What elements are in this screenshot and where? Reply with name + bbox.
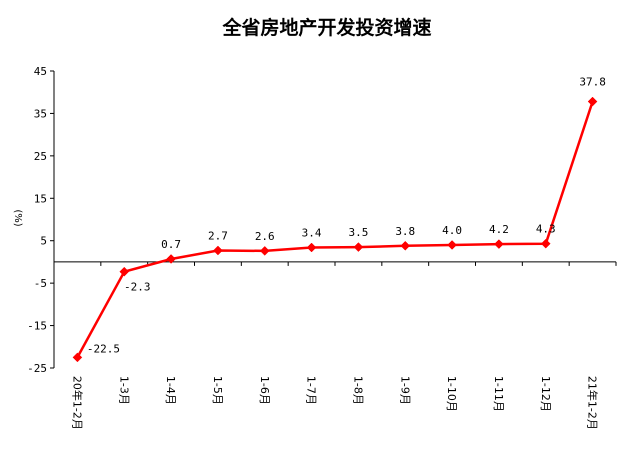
y-tick-label: 45 (34, 65, 47, 78)
y-tick-label: -15 (27, 320, 47, 333)
category-label-layer: 20年1-2月 1-3月 1-4月 1-5月 1-6月 1-7月 1-8月 1-9月 1-10月… (70, 376, 599, 430)
data-point-marker (119, 266, 130, 277)
y-tick-label: 25 (34, 150, 47, 163)
x-category-label: 1-6月 (258, 376, 271, 405)
data-point-marker (166, 254, 176, 264)
x-category-label: 1-5月 (211, 376, 224, 405)
y-tick-label: -5 (34, 277, 47, 290)
series-line (76, 101, 594, 359)
data-label-layer: -22.5 -2.3 0.7 2.7 2.6 3.4 3.5 3.8 4.0 4.2 4.3 37.8 (87, 76, 606, 356)
data-point-marker (447, 240, 457, 250)
x-category-label: 1-11月 (492, 376, 505, 412)
data-label: -22.5 (87, 342, 120, 355)
data-point-marker (259, 246, 270, 256)
data-point-marker (213, 245, 223, 256)
x-category-label: 21年1-2月 (586, 376, 600, 430)
data-label: 3.4 (302, 227, 322, 240)
x-category-label: 1-8月 (351, 376, 364, 405)
y-axis-ticks: 45 35 25 15 5 -5 -15 -25 (27, 65, 54, 375)
y-tick-label: 15 (34, 192, 47, 205)
x-category-label: 1-9月 (398, 376, 411, 405)
y-tick-label: 35 (34, 107, 47, 120)
data-point-marker (306, 242, 317, 253)
x-axis-ticks (53, 261, 617, 266)
data-label: 2.6 (255, 230, 275, 243)
data-point-marker (587, 96, 598, 107)
data-label: 37.8 (579, 76, 606, 89)
y-tick-label: 5 (40, 235, 47, 248)
x-category-label: 1-12月 (539, 376, 552, 412)
data-label: 2.7 (208, 229, 228, 242)
x-category-label: 1-3月 (117, 376, 130, 405)
data-point-marker (400, 240, 411, 251)
y-tick-label: -25 (27, 362, 47, 375)
data-label: -2.3 (124, 281, 151, 294)
x-category-label: 1-7月 (305, 376, 318, 405)
x-category-label: 1-4月 (164, 376, 177, 405)
data-label: 3.5 (348, 226, 368, 239)
data-label: 0.7 (161, 238, 181, 251)
x-category-label: 20年1-2月 (70, 376, 84, 430)
data-point-marker (540, 238, 551, 249)
x-category-label: 1-10月 (445, 376, 458, 412)
data-label: 4.0 (442, 224, 462, 237)
data-point-marker (494, 239, 504, 249)
chart-title: 全省房地产开发投资增速 (221, 16, 431, 39)
data-point-marker (72, 352, 83, 363)
series-layer (72, 96, 598, 363)
data-label: 4.2 (489, 223, 509, 236)
data-label: 4.3 (536, 223, 556, 236)
y-axis-unit-label: (%) (12, 209, 23, 226)
data-point-marker (353, 242, 364, 252)
data-label: 3.8 (395, 225, 415, 238)
